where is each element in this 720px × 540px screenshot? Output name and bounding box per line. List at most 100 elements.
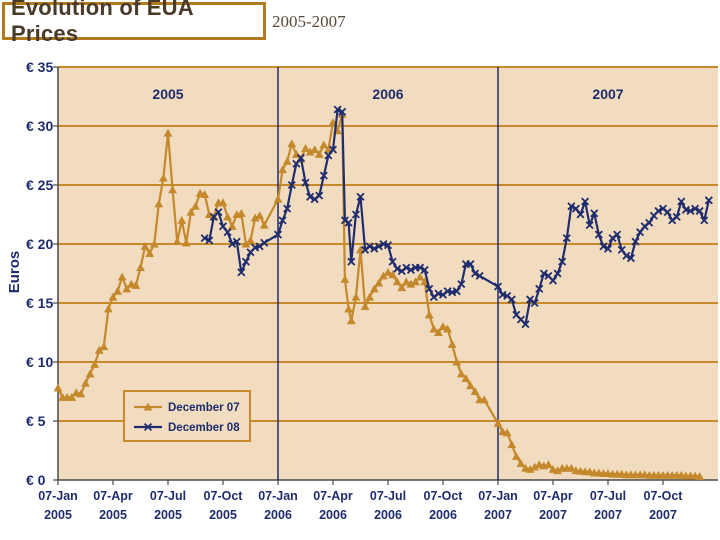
data-point [205,236,214,245]
data-point [636,228,645,237]
x-tick-label: 07-Jul [150,489,186,503]
x-tick-label-year: 2006 [374,508,402,522]
x-tick-label: 07-Oct [424,489,464,503]
data-point [260,238,269,247]
data-point [530,462,540,471]
y-tick-label: € 25 [26,177,53,193]
chart-subtitle: 2005-2007 [272,12,346,31]
x-tick-label-year: 2007 [484,508,512,522]
data-point [594,230,603,239]
data-point [365,242,374,251]
data-point [457,280,466,289]
y-tick-label: € 15 [26,295,53,311]
data-point [154,199,164,208]
data-point [113,286,122,295]
data-point [521,320,530,329]
data-point [539,269,548,278]
data-point [301,178,310,187]
data-point [558,257,567,266]
data-point [475,271,484,280]
data-point [223,212,232,221]
x-tick-label-year: 2006 [319,508,347,522]
data-point [186,207,196,216]
data-point [402,263,411,272]
data-point [452,287,461,296]
data-point [447,339,457,348]
data-point [159,173,168,182]
y-tick-label: € 10 [26,354,53,370]
data-point [383,267,393,276]
x-tick-label-year: 2007 [539,508,567,522]
data-point [259,220,269,229]
x-tick-label: 07-Apr [313,489,353,503]
data-point [347,257,356,266]
data-point [237,268,246,277]
data-point [493,418,503,427]
x-tick-label: 07-Jul [370,489,406,503]
data-point [388,270,397,279]
data-point [576,210,585,219]
legend-box [123,390,251,442]
data-point [85,369,95,378]
data-point [283,204,292,213]
data-point [310,145,320,154]
data-point [585,221,594,230]
legend-label: December 07 [168,402,240,414]
data-point [677,197,686,206]
data-point [695,472,705,480]
data-point [406,279,416,288]
data-point [626,254,635,263]
x-tick-label-year: 2006 [429,508,457,522]
data-point [344,304,353,313]
data-point [117,272,127,281]
data-point [704,196,713,205]
data-point [273,230,283,239]
data-point [223,228,232,237]
x-tick-label: 07-Apr [93,489,133,503]
x-tick-label-year: 2005 [209,508,237,522]
data-point [53,383,63,392]
data-point [416,263,425,272]
data-point [365,292,375,301]
data-point [90,359,100,368]
data-point [393,264,402,273]
y-tick-label: € 20 [26,236,53,252]
data-point [172,237,182,246]
x-tick-label-year: 2005 [44,508,72,522]
data-point [67,393,77,401]
data-point [319,171,328,180]
data-point [140,241,150,250]
data-point [218,198,228,207]
data-point [218,222,228,231]
y-tick-label: € 5 [26,413,46,429]
x-tick-label-year: 2007 [649,508,677,522]
data-point [136,263,145,272]
data-point [631,237,640,246]
data-point [535,284,544,293]
data-point [438,322,448,331]
data-point [695,206,704,215]
legend-marker [143,422,153,432]
data-point [686,206,695,215]
data-point [181,238,191,247]
data-point [360,302,370,311]
data-point [424,310,434,319]
x-tick-label-year: 2006 [264,508,292,522]
y-axis-label: Euros [6,251,23,294]
data-point [287,139,297,148]
data-point [452,357,462,366]
data-point [401,277,411,286]
data-point [314,149,324,158]
data-point [328,145,338,154]
data-point [471,269,480,278]
year-label: 2007 [592,86,623,102]
x-tick-label-year: 2005 [99,508,127,522]
data-point [479,395,489,404]
data-point [383,241,393,250]
data-point [429,324,439,333]
data-point [356,192,365,201]
data-point [691,204,700,213]
x-tick-label: 07-Oct [644,489,684,503]
data-point [613,230,622,239]
data-point [425,284,434,293]
